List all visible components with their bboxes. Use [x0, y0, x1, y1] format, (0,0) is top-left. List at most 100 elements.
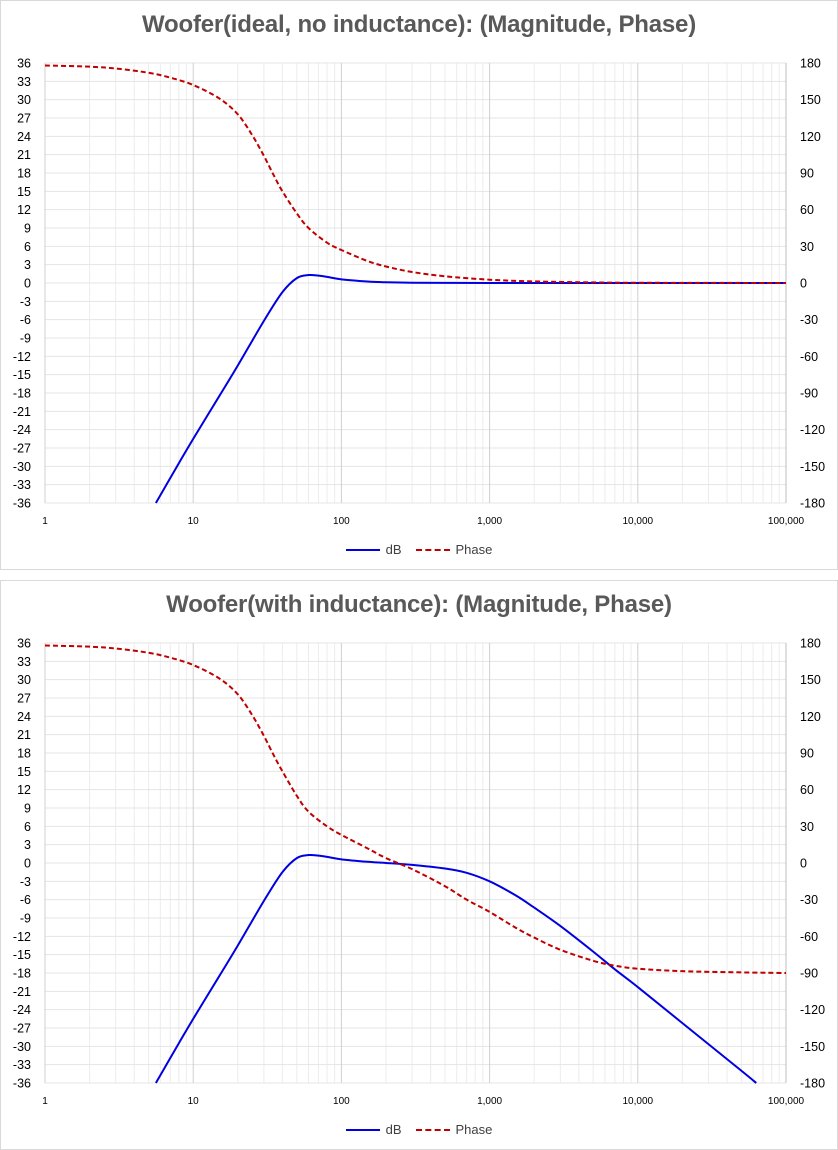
series-line-db: [155, 853, 757, 1084]
y-left-tick-label: -18: [13, 967, 31, 981]
y-left-tick-label: 24: [17, 130, 31, 144]
y-left-tick-label: 36: [17, 637, 31, 651]
y-left-tick-label: -12: [13, 930, 31, 944]
x-tick-label: 10,000: [623, 516, 654, 527]
chart-plot-area: 3633302724211815129630-3-6-9-12-15-18-21…: [13, 57, 825, 528]
y-left-tick-label: 30: [17, 673, 31, 687]
y-left-tick-label: 27: [17, 112, 31, 126]
y-right-tick-label: 30: [800, 240, 814, 254]
y-left-tick-label: 0: [24, 277, 31, 291]
y-left-tick-label: -3: [20, 875, 31, 889]
y-left-tick-label: -9: [20, 912, 31, 926]
y-right-tick-label: -120: [800, 423, 825, 437]
y-left-tick-label: -21: [13, 405, 31, 419]
y-left-tick-label: 33: [17, 655, 31, 669]
y-right-tick-label: 150: [800, 673, 821, 687]
y-left-tick-label: -15: [13, 368, 31, 382]
y-left-tick-label: -12: [13, 350, 31, 364]
y-right-tick-label: 90: [800, 747, 814, 761]
x-tick-label: 100,000: [768, 516, 805, 527]
legend-item-phase: Phase: [415, 1122, 493, 1137]
legend-item-phase: Phase: [415, 542, 493, 557]
chart-title: Woofer(with inductance): (Magnitude, Pha…: [166, 591, 672, 618]
y-left-tick-label: 27: [17, 692, 31, 706]
y-right-tick-label: 90: [800, 167, 814, 181]
y-left-tick-label: -24: [13, 1003, 31, 1017]
legend-swatch-db: [345, 1128, 380, 1131]
y-left-tick-label: -27: [13, 1022, 31, 1036]
y-left-tick-label: 15: [17, 185, 31, 199]
y-right-tick-label: 120: [800, 710, 821, 724]
y-right-tick-label: -60: [800, 350, 818, 364]
y-right-tick-label: 60: [800, 203, 814, 217]
y-left-tick-label: 12: [17, 783, 31, 797]
y-left-tick-label: -33: [13, 478, 31, 492]
x-tick-label: 100: [333, 516, 350, 527]
chart-plot-area: 3633302724211815129630-3-6-9-12-15-18-21…: [13, 637, 825, 1108]
x-tick-label: 1: [42, 516, 48, 527]
legend-swatch-phase: [415, 548, 450, 551]
y-left-tick-label: -30: [13, 1040, 31, 1054]
legend-item-db: dB: [345, 542, 402, 557]
y-right-tick-label: 60: [800, 783, 814, 797]
y-left-tick-label: 9: [24, 222, 31, 236]
series-line-phase: [44, 644, 787, 974]
y-left-tick-label: -33: [13, 1058, 31, 1072]
y-right-tick-label: 120: [800, 130, 821, 144]
y-left-tick-label: 24: [17, 710, 31, 724]
y-right-tick-label: -30: [800, 313, 818, 327]
legend-swatch-db: [345, 548, 380, 551]
y-left-tick-label: 15: [17, 765, 31, 779]
chart-legend: dB Phase: [1, 1122, 837, 1137]
y-left-tick-label: -3: [20, 295, 31, 309]
y-right-tick-label: 0: [800, 277, 807, 291]
y-left-tick-label: 3: [24, 838, 31, 852]
x-tick-label: 10,000: [623, 1096, 654, 1107]
legend-swatch-phase: [415, 1128, 450, 1131]
y-left-tick-label: 3: [24, 258, 31, 272]
y-right-tick-label: -180: [800, 497, 825, 511]
x-tick-label: 1: [42, 1096, 48, 1107]
y-right-tick-label: -150: [800, 1040, 825, 1054]
y-left-tick-label: 21: [17, 728, 31, 742]
legend-label-phase: Phase: [455, 1122, 493, 1137]
legend-label-phase: Phase: [455, 542, 493, 557]
y-right-tick-label: -150: [800, 460, 825, 474]
y-left-tick-label: 6: [24, 240, 31, 254]
series-line-db: [155, 273, 786, 504]
y-right-tick-label: -30: [800, 893, 818, 907]
y-right-tick-label: 180: [800, 57, 821, 71]
x-tick-label: 1,000: [477, 1096, 502, 1107]
x-tick-label: 10: [188, 516, 200, 527]
y-left-tick-label: 9: [24, 802, 31, 816]
chart-legend: dB Phase: [1, 542, 837, 557]
chart-panel-bottom: Woofer(with inductance): (Magnitude, Pha…: [0, 580, 838, 1150]
y-left-tick-label: -15: [13, 948, 31, 962]
y-left-tick-label: -24: [13, 423, 31, 437]
y-left-tick-label: -9: [20, 332, 31, 346]
y-left-tick-label: -6: [20, 313, 31, 327]
y-left-tick-label: -6: [20, 893, 31, 907]
y-right-tick-label: -90: [800, 967, 818, 981]
y-right-tick-label: 30: [800, 820, 814, 834]
y-right-tick-label: 0: [800, 857, 807, 871]
series-line-phase: [44, 64, 787, 284]
legend-label-db: dB: [385, 542, 402, 557]
y-left-tick-label: 33: [17, 75, 31, 89]
y-right-tick-label: -60: [800, 930, 818, 944]
y-left-tick-label: 30: [17, 93, 31, 107]
y-right-tick-label: 180: [800, 637, 821, 651]
x-tick-label: 100: [333, 1096, 350, 1107]
y-left-tick-label: -21: [13, 985, 31, 999]
y-left-tick-label: 21: [17, 148, 31, 162]
y-right-tick-label: -90: [800, 387, 818, 401]
chart-title: Woofer(ideal, no inductance): (Magnitude…: [142, 11, 696, 38]
y-right-tick-label: -120: [800, 1003, 825, 1017]
y-left-tick-label: -27: [13, 442, 31, 456]
y-left-tick-label: -36: [13, 497, 31, 511]
y-left-tick-label: -18: [13, 387, 31, 401]
y-right-tick-label: -180: [800, 1077, 825, 1091]
y-left-tick-label: 18: [17, 167, 31, 181]
y-right-tick-label: 150: [800, 93, 821, 107]
legend-label-db: dB: [385, 1122, 402, 1137]
